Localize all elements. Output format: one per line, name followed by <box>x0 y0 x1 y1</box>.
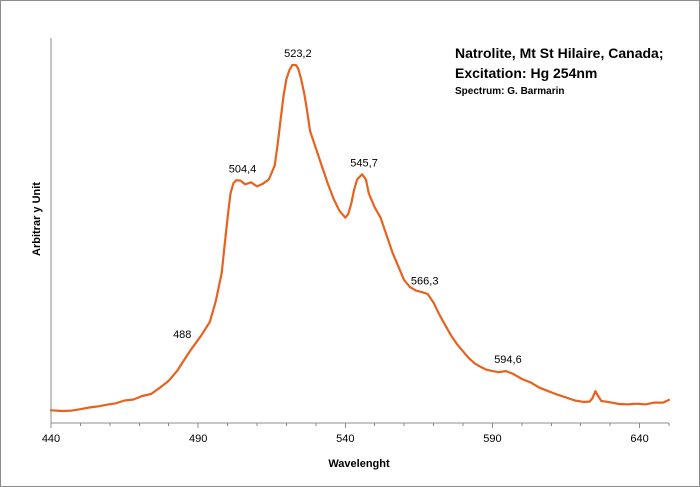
x-tick-label: 440 <box>42 433 60 445</box>
peak-label: 594,6 <box>494 354 522 366</box>
y-axis-title: Arbitrar y Unit <box>31 182 43 256</box>
x-tick-label: 640 <box>630 433 648 445</box>
peak-label: 523,2 <box>284 48 312 60</box>
peak-label: 566,3 <box>411 275 439 287</box>
x-axis-title: Wavelenght <box>328 458 390 470</box>
peak-label: 545,7 <box>350 157 378 169</box>
x-tick-label: 590 <box>483 433 501 445</box>
x-tick-label: 490 <box>189 433 207 445</box>
peak-label: 504,4 <box>229 164 257 176</box>
chart-title-line-2: Excitation: Hg 254nm <box>455 65 597 81</box>
series-line <box>49 63 671 413</box>
chart-title-line-1: Natrolite, Mt St Hilaire, Canada; <box>455 45 663 61</box>
peak-label: 488 <box>173 329 191 341</box>
x-tick-label: 540 <box>336 433 354 445</box>
chart-credit: Spectrum: G. Barmarin <box>455 86 564 97</box>
